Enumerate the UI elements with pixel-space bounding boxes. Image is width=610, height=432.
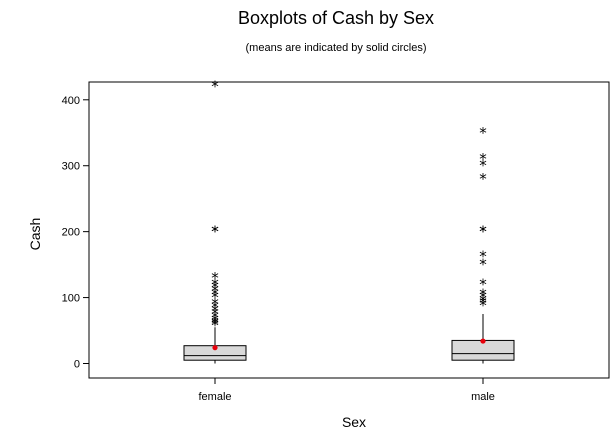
outlier-marker: * [479,292,487,310]
x-axis-label: Sex [342,414,366,430]
chart-title: Boxplots of Cash by Sex [238,8,434,28]
mean-marker [212,345,218,351]
outlier-marker: * [211,269,219,287]
outlier-marker: * [211,289,219,307]
box-series: ******************************** [183,78,515,364]
y-tick-label-2: 200 [62,227,80,239]
y-tick-label-4: 400 [62,95,80,107]
outlier-marker: * [211,315,219,333]
outlier-marker: * [211,314,219,332]
outlier-marker: * [211,305,219,323]
outlier-marker: * [479,124,487,142]
outlier-marker: * [479,294,487,312]
box-male: ************** [451,124,515,364]
outlier-marker: * [479,285,487,303]
y-tick-label-0: 0 [74,358,80,370]
outlier-marker: * [211,78,219,96]
outlier-marker: * [211,308,219,326]
y-tick-label-1: 100 [62,293,80,305]
outlier-marker: * [211,279,219,297]
y-axis-label: Cash [27,218,43,251]
outlier-marker: * [211,275,219,293]
outlier-marker: * [479,150,487,168]
plot-frame [88,81,610,379]
outlier-marker: * [211,302,219,320]
outlier-marker: * [479,289,487,307]
outlier-marker: * [211,295,219,313]
box-female: ****************** [183,78,247,364]
outlier-marker: * [211,223,219,241]
outlier-marker: * [211,316,219,334]
outlier-marker: * [211,298,219,316]
outlier-marker: * [479,256,487,274]
outlier-marker: * [479,157,487,175]
outlier-marker: * [479,170,487,188]
outlier-marker: * [479,248,487,266]
y-axis: 0 100 200 300 400 [62,95,89,370]
outlier-marker: * [211,282,219,300]
mean-marker [480,338,486,344]
outlier-marker: * [211,312,219,330]
x-axis: female male [198,378,495,403]
outlier-marker: * [479,223,487,241]
y-tick-label-3: 300 [62,161,80,173]
chart-subtitle: (means are indicated by solid circles) [246,42,427,54]
outlier-marker: * [479,275,487,293]
outlier-marker: * [211,223,219,241]
outlier-marker: * [479,296,487,314]
x-tick-label-1: male [471,391,495,403]
outlier-marker: * [211,285,219,303]
x-tick-label-0: female [198,391,231,403]
outlier-marker: * [479,223,487,241]
